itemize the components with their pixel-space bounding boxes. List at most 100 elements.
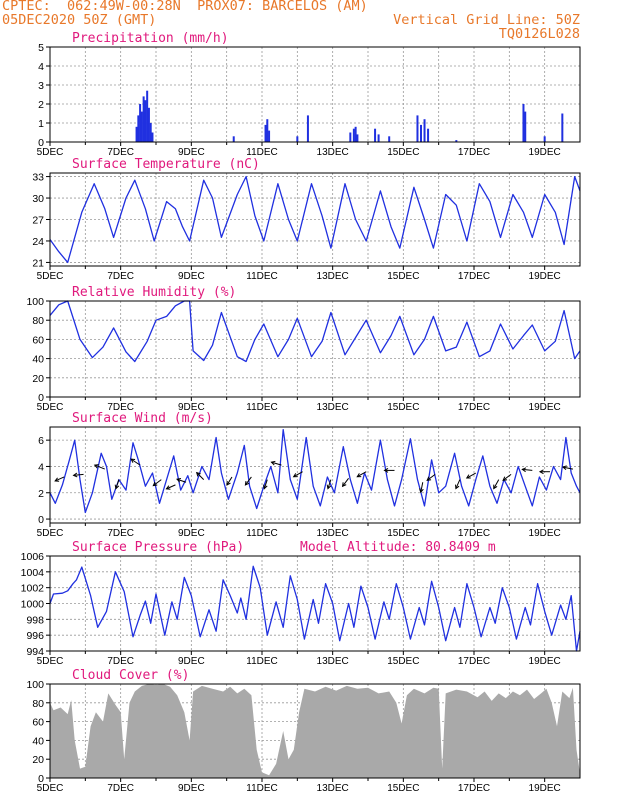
wind-arrow-shaft (327, 479, 332, 489)
wind-arrow-shaft (94, 464, 105, 470)
wind-arrow-head (383, 468, 389, 473)
panel-frame (49, 300, 581, 398)
temp-line (49, 175, 581, 264)
panel-cloud: 0 20 40 60 80 100 5DEC 7DEC 9DEC 11DEC 13DEC 15DEC 1… (26, 668, 581, 794)
wind-arrow-shaft (562, 466, 574, 470)
x-tick-label: 17DEC (458, 147, 490, 158)
x-tick-label: 7DEC (107, 783, 134, 794)
header-date: 05DEC2020 50Z (GMT) (2, 12, 157, 28)
x-tick-label: 7DEC (107, 656, 134, 667)
wind-arrow-shaft (466, 472, 477, 479)
x-tick-label: 9DEC (178, 402, 205, 413)
wind-arrow-head (521, 467, 527, 473)
panel-wind: 0 2 4 6 5DEC 7DEC 9DEC 11DEC 13DEC 15DEC 17DEC 19DE… (37, 411, 581, 539)
wind-arrow (93, 464, 105, 470)
x-tick-label: 15DEC (387, 147, 419, 158)
x-tick-label: 19DEC (529, 528, 561, 539)
y-tick-label: 40 (32, 735, 44, 747)
y-tick-label: 1006 (21, 551, 45, 563)
wind-arrow (356, 471, 367, 478)
precip-bar (427, 128, 430, 142)
panel-title: Surface Temperature (nC) (72, 157, 260, 172)
precip-bar (266, 119, 269, 142)
x-tick-label: 9DEC (178, 147, 205, 158)
wind-arrow-head (263, 484, 268, 490)
wind-arrow (383, 468, 395, 473)
wind-arrow-head (195, 471, 201, 477)
x-tick-label: 11DEC (246, 656, 278, 667)
x-tick-label: 13DEC (317, 656, 349, 667)
wind-arrow-shaft (293, 471, 303, 478)
wind-arrow-head (426, 476, 432, 481)
y-tick-label: 33 (32, 172, 44, 184)
wind-arrow (292, 471, 303, 478)
x-tick-label: 19DEC (529, 402, 561, 413)
wind-arrow (521, 467, 533, 473)
panel-pres: 994 996 998 1000 1002 1004 1006 5DEC 7DEC 9DEC 11D… (21, 540, 581, 667)
panel-title: Cloud Cover (%) (72, 668, 189, 683)
x-tick-label: 9DEC (178, 783, 205, 794)
wind-arrow (561, 465, 574, 471)
x-tick-label: 11DEC (246, 271, 278, 282)
precip-bar (377, 134, 380, 142)
x-tick-label: 19DEC (529, 271, 561, 282)
y-tick-label: 994 (26, 646, 44, 658)
y-tick-label: 3 (38, 80, 44, 92)
y-tick-label: 80 (32, 698, 44, 710)
wind-arrow-head (54, 477, 60, 482)
wind-arrow-head (130, 458, 136, 463)
wind-arrow (244, 476, 252, 486)
panel-frame (49, 46, 581, 143)
precip-bar (374, 128, 377, 142)
wind-arrow-shaft (455, 479, 461, 489)
x-tick-label: 19DEC (529, 656, 561, 667)
precip-bar (352, 128, 355, 142)
y-tick-label: 1 (38, 118, 44, 130)
x-tick-label: 13DEC (317, 528, 349, 539)
precip-bar (146, 90, 149, 142)
x-tick-label: 5DEC (37, 656, 64, 667)
x-tick-label: 11DEC (246, 783, 278, 794)
panel-title: Precipitation (mm/h) (72, 31, 229, 46)
wind-arrow (130, 458, 141, 466)
panel-precip: 0 1 2 3 4 5 5DEC 7DEC 9DEC 11DEC 13DEC 15DEC 17DEC 19… (37, 31, 581, 158)
wind-arrow-head (356, 473, 362, 478)
precip-bar (416, 115, 419, 142)
y-tick-label: 0 (38, 514, 44, 526)
wind-arrow (270, 460, 282, 466)
x-tick-label: 7DEC (107, 402, 134, 413)
x-tick-label: 9DEC (178, 656, 205, 667)
wind-arrow-head (93, 464, 99, 469)
header-line1: CPTEC: 062:49W-00:28N PROX07: BARCELOS (… (2, 0, 368, 14)
wind-arrow-shaft (271, 461, 282, 466)
precip-bar (137, 115, 140, 142)
precip-bar (296, 136, 299, 142)
x-tick-label: 5DEC (37, 528, 64, 539)
precip-bar (349, 132, 352, 142)
precip-bar (455, 140, 458, 142)
wind-arrow (54, 476, 65, 482)
x-tick-label: 19DEC (529, 147, 561, 158)
wind-arrow-head (493, 484, 498, 490)
wind-arrow (426, 473, 436, 481)
precip-bar (144, 100, 147, 142)
panel-title: Surface Pressure (hPa) (72, 540, 244, 555)
y-tick-label: 2 (38, 99, 44, 111)
x-tick-label: 17DEC (458, 783, 490, 794)
wind-arrow-head (326, 484, 332, 490)
wind-arrow (465, 472, 477, 479)
panel-rh: 0 20 40 60 80 100 5DEC 7DEC 9DEC 11DEC 13DEC 15DEC 1… (26, 285, 581, 413)
wind-arrow (195, 471, 205, 480)
x-tick-label: 5DEC (37, 783, 64, 794)
precip-bar (140, 111, 143, 142)
wind-arrow-head (152, 481, 158, 487)
y-tick-label: 30 (32, 193, 44, 205)
wind-line (49, 428, 581, 514)
y-tick-label: 2 (38, 488, 44, 500)
wind-arrow (152, 479, 162, 487)
x-tick-label: 7DEC (107, 271, 134, 282)
wind-arrow-shaft (356, 471, 367, 478)
x-tick-label: 13DEC (317, 783, 349, 794)
precip-bar (423, 119, 426, 142)
